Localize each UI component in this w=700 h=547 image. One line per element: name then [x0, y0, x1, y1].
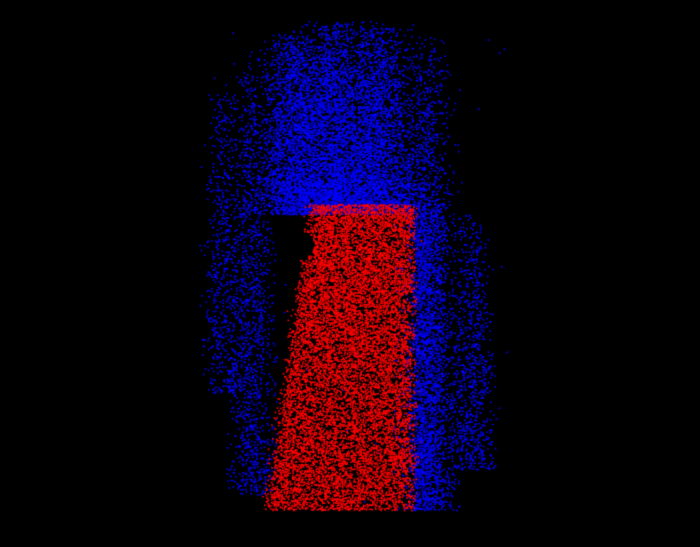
- scatter-plot-canvas: [0, 0, 700, 547]
